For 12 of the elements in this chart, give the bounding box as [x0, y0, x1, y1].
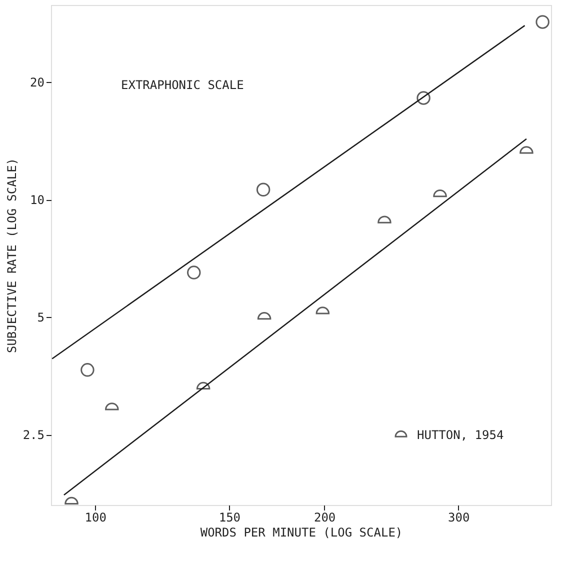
y-tick-label: 5 — [37, 310, 44, 325]
y-tick-label: 2.5 — [22, 428, 44, 442]
x-tick-label: 100 — [84, 510, 106, 524]
x-tick-label: 150 — [218, 510, 241, 524]
y-tick-label: 20 — [30, 76, 44, 90]
x-tick-label: 300 — [448, 510, 470, 524]
y-tick-label: 10 — [30, 193, 44, 208]
x-tick-label: 200 — [314, 510, 336, 524]
legend-label: HUTTON, 1954 — [417, 428, 504, 442]
annotation: EXTRAPHONIC SCALE — [121, 78, 244, 92]
y-axis-title: SUBJECTIVE RATE (LOG SCALE) — [4, 158, 19, 354]
x-axis-title: WORDS PER MINUTE (LOG SCALE) — [200, 526, 403, 540]
